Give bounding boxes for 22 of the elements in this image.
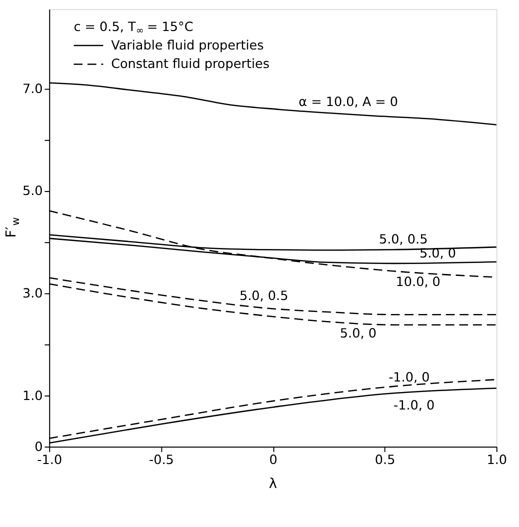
annotation: 5.0, 0 [340, 326, 376, 342]
annotation: α = 10.0, A = 0 [298, 95, 398, 110]
y-tick-label: 7.0 [22, 82, 43, 97]
legend-label: Constant fluid properties [111, 57, 270, 72]
y-axis-title: F′w [4, 217, 22, 238]
annotation: 10.0, 0 [396, 274, 440, 290]
annotation: -1.0, 0 [388, 370, 430, 386]
x-tick-label: -1.0 [37, 452, 62, 468]
x-tick-label: -0.5 [148, 452, 174, 468]
y-tick-label: 1.0 [22, 388, 43, 404]
x-axis-title: λ [268, 476, 277, 492]
y-tick-label: 5.0 [22, 184, 43, 200]
y-tick-label: 0 [34, 440, 43, 456]
y-tick-label: 3.0 [22, 286, 43, 302]
x-tick-label: 1.0 [486, 452, 508, 468]
annotation: 5.0, 0.5 [378, 232, 428, 248]
legend-label: Variable fluid properties [111, 38, 264, 54]
legend-title: c = 0.5, T∞ = 15°C [74, 20, 194, 37]
x-tick-label: 0 [269, 452, 278, 468]
annotation: 5.0, 0.5 [239, 289, 288, 304]
x-tick-label: 0.5 [374, 452, 396, 468]
annotation: -1.0, 0 [393, 398, 435, 414]
